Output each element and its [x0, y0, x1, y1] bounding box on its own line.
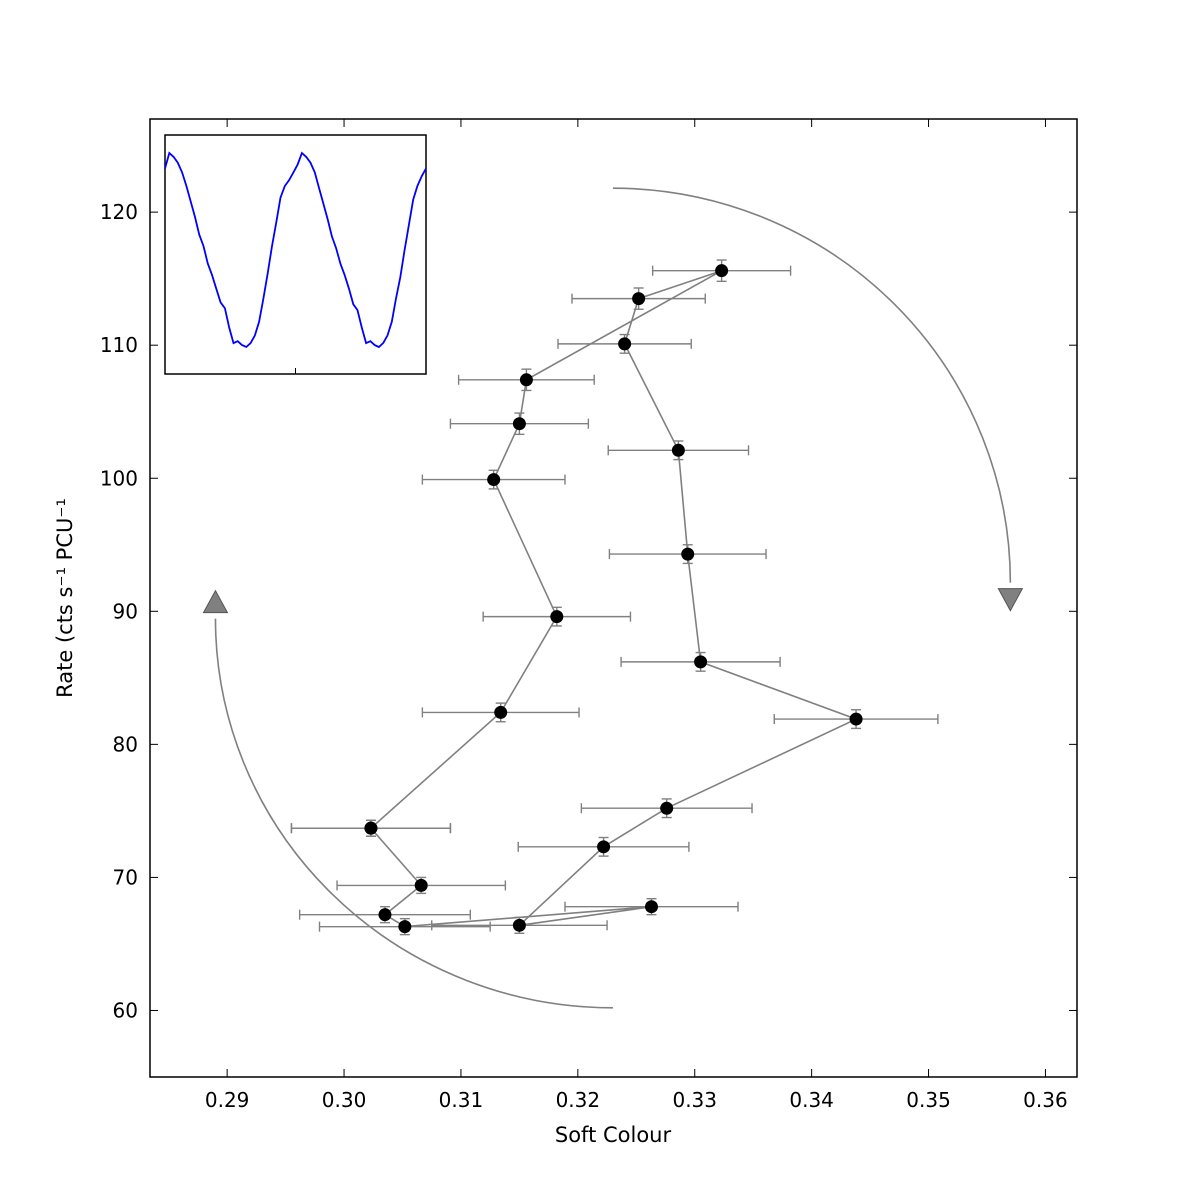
inset-light-curve [164, 151, 427, 349]
y-tick-label: 100 [100, 466, 138, 490]
y-axis-label: Rate (cts s⁻¹ PCU⁻¹ [53, 498, 77, 698]
y-tick-label: 120 [100, 200, 138, 224]
x-axis-label: Soft Colour [555, 1123, 672, 1147]
data-point [618, 337, 632, 351]
y-tick-label: 110 [100, 333, 138, 357]
y-tick-label: 70 [113, 865, 138, 889]
x-tick-label: 0.29 [205, 1088, 250, 1112]
x-tick-label: 0.32 [556, 1088, 601, 1112]
series-layer [290, 259, 939, 936]
data-point [694, 655, 708, 669]
cycle-arrow-curve [612, 187, 1012, 583]
data-point [378, 908, 392, 922]
x-tick-label: 0.36 [1023, 1088, 1068, 1112]
x-tick-label: 0.35 [906, 1088, 951, 1112]
data-point [632, 292, 646, 306]
cycle-arrow-head [997, 588, 1024, 612]
x-tick-label: 0.31 [439, 1088, 484, 1112]
y-tick-label: 60 [113, 998, 138, 1022]
data-point [364, 821, 378, 835]
data-point [660, 801, 674, 815]
data-point [414, 878, 428, 892]
data-point [715, 264, 729, 278]
cycle-arrow-head [202, 589, 229, 614]
plot-frame [149, 118, 1078, 1078]
x-tick-label: 0.34 [789, 1088, 834, 1112]
tick-layer: 0.29 0.30 0.31 0.32 0.33 0.34 0.35 0.36 60 70 80 90… [100, 119, 1077, 1112]
y-tick-label: 90 [113, 599, 138, 623]
data-point [519, 373, 533, 387]
data-point [550, 610, 564, 624]
cycle-arrow-curve [214, 618, 613, 1009]
inset-frame [164, 134, 427, 375]
data-point [512, 918, 526, 932]
data-point [671, 443, 685, 457]
data-point [398, 920, 412, 934]
y-tick-label: 80 [113, 732, 138, 756]
inset-panel [164, 134, 427, 375]
data-point [597, 840, 611, 854]
data-point [494, 705, 508, 719]
data-point [849, 712, 863, 726]
arrow-layer [202, 187, 1024, 1009]
data-point [512, 417, 526, 431]
data-point [487, 473, 501, 487]
data-point [644, 900, 658, 914]
data-point [681, 547, 695, 561]
x-tick-label: 0.33 [672, 1088, 717, 1112]
x-tick-label: 0.30 [322, 1088, 367, 1112]
